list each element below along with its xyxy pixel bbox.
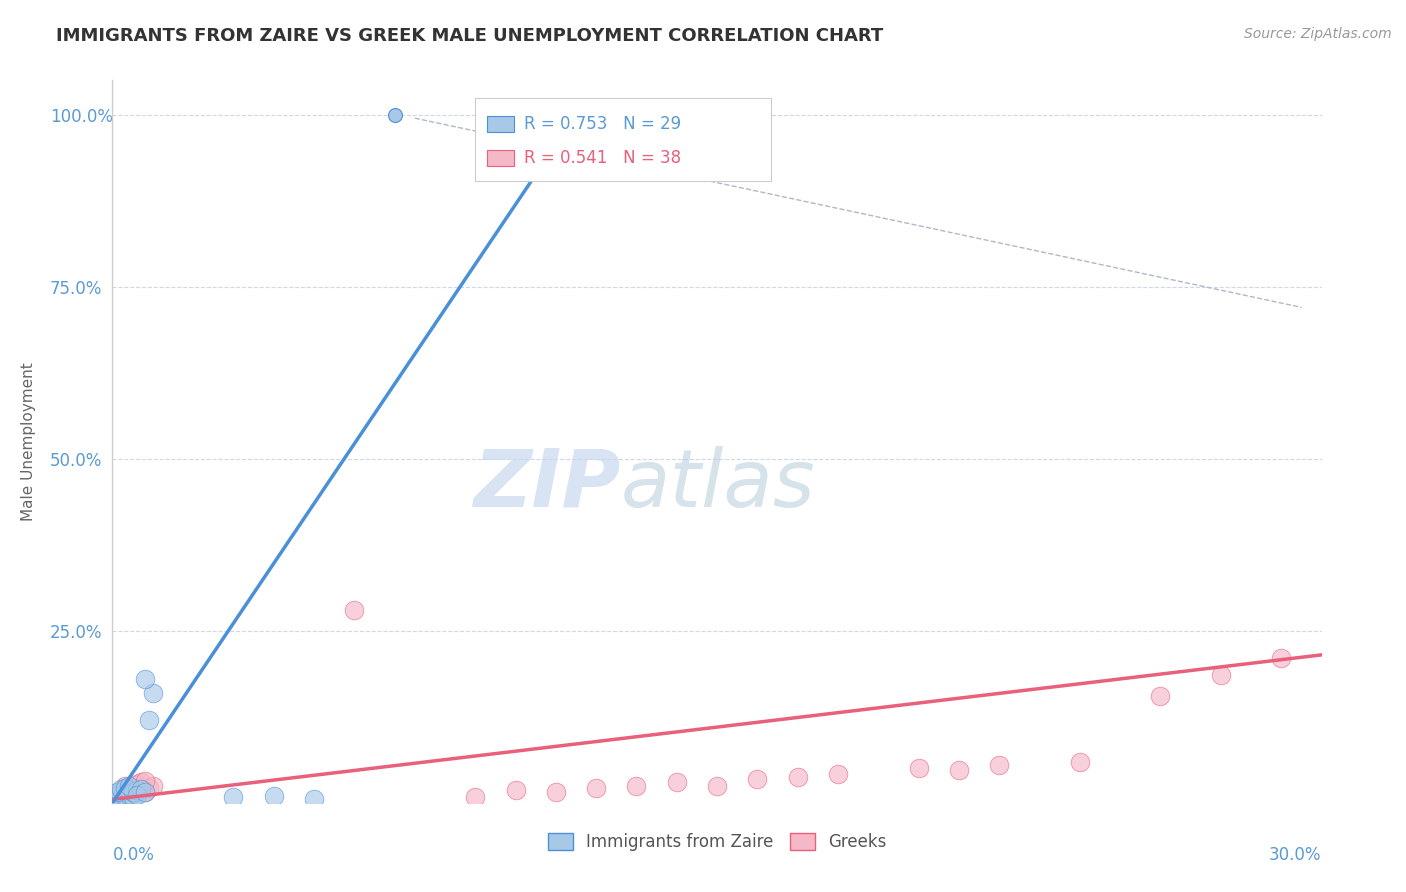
Point	[1069, 755, 1091, 769]
Point	[110, 785, 132, 799]
Point	[125, 785, 148, 799]
Point	[263, 789, 285, 803]
Point	[110, 791, 132, 805]
Point	[110, 782, 132, 797]
Text: R = 0.541   N = 38: R = 0.541 N = 38	[523, 149, 681, 167]
Point	[129, 775, 152, 789]
Point	[125, 783, 148, 797]
Point	[114, 790, 136, 805]
Text: R = 0.753   N = 29: R = 0.753 N = 29	[523, 115, 681, 133]
Point	[121, 783, 143, 797]
Point	[114, 789, 136, 803]
Text: 30.0%: 30.0%	[1270, 847, 1322, 864]
Point	[125, 788, 148, 802]
Y-axis label: Male Unemployment: Male Unemployment	[21, 362, 37, 521]
Point	[117, 783, 139, 797]
Point	[114, 780, 136, 795]
Point	[110, 792, 132, 806]
Text: ZIP: ZIP	[472, 446, 620, 524]
FancyBboxPatch shape	[488, 116, 515, 132]
Point	[138, 780, 160, 795]
Text: atlas: atlas	[620, 446, 815, 524]
Point	[117, 790, 139, 805]
Point	[948, 763, 970, 777]
FancyBboxPatch shape	[475, 98, 772, 181]
Point	[134, 785, 156, 799]
Point	[142, 779, 165, 793]
Point	[114, 779, 136, 793]
Point	[302, 792, 325, 806]
Text: IMMIGRANTS FROM ZAIRE VS GREEK MALE UNEMPLOYMENT CORRELATION CHART: IMMIGRANTS FROM ZAIRE VS GREEK MALE UNEM…	[56, 27, 883, 45]
Point	[110, 790, 132, 805]
Text: 0.0%: 0.0%	[112, 847, 155, 864]
Point	[585, 780, 607, 795]
Point	[827, 767, 849, 781]
Point	[105, 789, 128, 803]
Point	[138, 713, 160, 727]
Point	[114, 791, 136, 805]
Point	[117, 790, 139, 805]
Point	[117, 788, 139, 802]
Point	[117, 788, 139, 802]
Point	[222, 790, 245, 805]
Point	[544, 785, 567, 799]
Point	[464, 790, 486, 805]
Point	[134, 773, 156, 788]
Point	[1149, 689, 1171, 703]
Point	[114, 791, 136, 805]
Point	[134, 785, 156, 799]
Point	[110, 788, 132, 802]
FancyBboxPatch shape	[488, 150, 515, 166]
Point	[134, 672, 156, 686]
Point	[105, 785, 128, 799]
Point	[907, 761, 929, 775]
Point	[105, 794, 128, 808]
Point	[114, 782, 136, 797]
Point	[1209, 668, 1232, 682]
Point	[121, 780, 143, 795]
Point	[665, 775, 688, 789]
Point	[343, 603, 366, 617]
Point	[786, 770, 808, 784]
Legend: Immigrants from Zaire, Greeks: Immigrants from Zaire, Greeks	[538, 825, 896, 860]
Point	[110, 792, 132, 806]
Point	[121, 785, 143, 799]
Point	[626, 779, 648, 793]
Point	[1270, 651, 1292, 665]
Point	[114, 792, 136, 806]
Text: Source: ZipAtlas.com: Source: ZipAtlas.com	[1244, 27, 1392, 41]
Point	[117, 779, 139, 793]
Point	[125, 776, 148, 790]
Point	[988, 758, 1011, 772]
Point	[114, 788, 136, 802]
Point	[706, 779, 728, 793]
Point	[747, 772, 769, 786]
Point	[110, 785, 132, 799]
Point	[105, 789, 128, 803]
Point	[505, 783, 527, 797]
Point	[129, 782, 152, 797]
Point	[121, 790, 143, 805]
Point	[142, 686, 165, 700]
Point	[129, 782, 152, 797]
